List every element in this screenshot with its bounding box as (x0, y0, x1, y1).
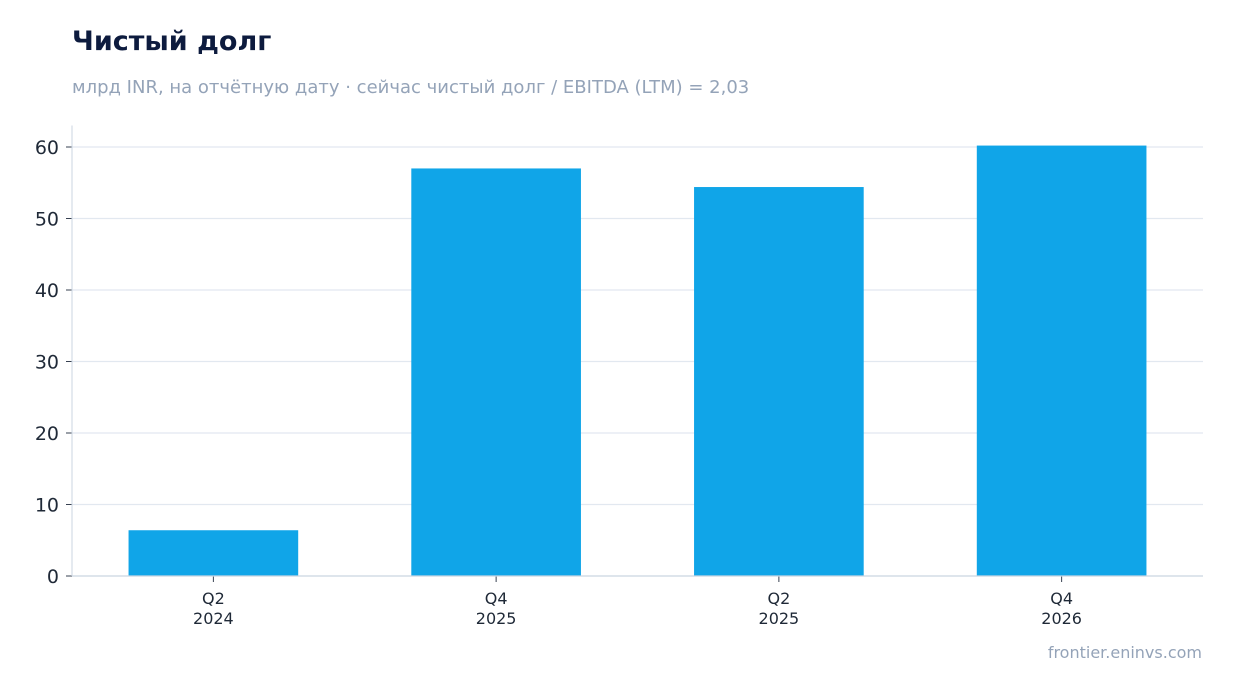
x-tick-label: Q4 (485, 589, 508, 608)
x-tick-label: Q4 (1050, 589, 1073, 608)
source-link[interactable]: frontier.eninvs.com (1047, 643, 1202, 662)
bar (128, 530, 299, 576)
y-tick-label: 30 (35, 352, 59, 374)
bar (411, 168, 581, 576)
y-tick-label: 60 (35, 137, 59, 159)
x-tick-label: 2026 (1041, 609, 1082, 628)
x-tick-label: Q2 (202, 589, 225, 608)
chart-subtitle: млрд INR, на отчётную дату · сейчас чист… (72, 77, 750, 98)
x-tick-label: 2024 (193, 609, 234, 628)
x-tick-label: Q2 (767, 589, 790, 608)
bar (694, 187, 864, 577)
chart-title: Чистый долг (72, 26, 272, 57)
bars (128, 145, 1147, 577)
x-tick-label: 2025 (476, 609, 517, 628)
y-tick-label: 20 (35, 423, 59, 445)
axes (66, 125, 1203, 582)
y-tick-label: 0 (47, 566, 59, 588)
bar (976, 145, 1147, 576)
y-tick-label: 50 (35, 209, 59, 231)
x-tick-label: 2025 (759, 609, 800, 628)
y-tick-label: 40 (35, 280, 59, 302)
y-tick-label: 10 (35, 495, 59, 517)
